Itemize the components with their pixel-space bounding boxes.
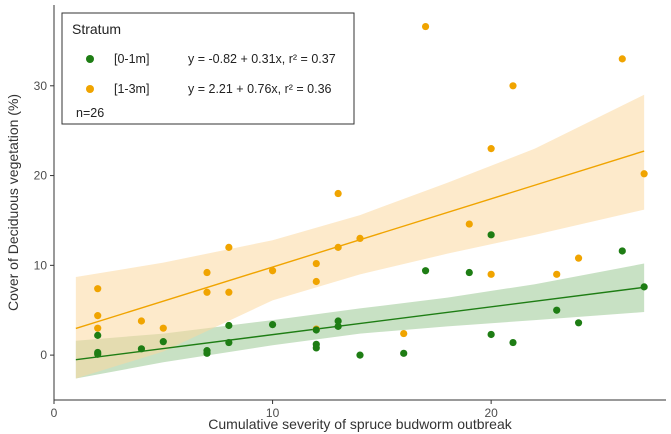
x-tick-label: 0 — [51, 406, 58, 420]
x-tick-label: 10 — [266, 406, 280, 420]
data-point-series-1 — [225, 243, 233, 251]
data-point-series-1 — [487, 145, 495, 153]
data-point-series-0 — [509, 338, 517, 347]
y-tick-label: 20 — [34, 169, 48, 183]
data-point-series-0 — [94, 331, 102, 339]
data-point-series-1 — [553, 270, 561, 278]
legend-label-series-0: [0-1m] — [114, 52, 149, 66]
legend-label-series-1: [1-3m] — [114, 82, 149, 96]
data-point-series-1 — [268, 267, 277, 275]
data-point-series-0 — [225, 321, 233, 330]
data-point-series-0 — [94, 348, 102, 357]
data-point-series-1 — [312, 259, 320, 268]
data-point-series-1 — [618, 55, 626, 63]
y-tick-label: 10 — [34, 258, 48, 272]
data-point-series-0 — [268, 320, 277, 329]
legend-equation-series-1: y = 2.21 + 0.76x, r² = 0.36 — [188, 82, 332, 96]
x-tick-label: 20 — [484, 406, 498, 420]
x-axis-title: Cumulative severity of spruce budworm ou… — [208, 416, 512, 432]
data-point-series-0 — [356, 351, 364, 359]
y-axis-ticks: 0 10 20 30 — [34, 79, 54, 362]
legend-box — [61, 12, 355, 125]
data-point-series-1 — [421, 22, 430, 31]
data-point-series-1 — [640, 170, 648, 178]
data-point-series-1 — [225, 288, 233, 296]
data-point-series-1 — [94, 324, 102, 332]
data-point-series-1 — [574, 254, 583, 262]
data-point-series-0 — [225, 338, 233, 347]
data-point-series-1 — [94, 312, 102, 320]
data-point-series-0 — [334, 322, 342, 330]
y-tick-label: 30 — [34, 79, 48, 93]
data-point-series-0 — [553, 306, 561, 314]
data-point-series-0 — [465, 268, 473, 277]
data-point-series-1 — [400, 329, 408, 338]
legend-sample-size: n=26 — [76, 106, 104, 120]
data-point-series-0 — [312, 326, 320, 334]
x-axis-ticks: 0 10 20 — [51, 400, 498, 420]
data-point-series-1 — [334, 243, 342, 251]
data-point-series-1 — [356, 234, 364, 243]
data-points — [94, 22, 648, 359]
legend-key-series-0 — [86, 55, 94, 63]
data-point-series-1 — [312, 277, 320, 286]
data-point-series-1 — [487, 270, 495, 278]
data-point-series-0 — [487, 231, 495, 239]
legend-key-series-1 — [86, 85, 94, 93]
data-point-series-0 — [334, 317, 342, 325]
data-point-series-0 — [159, 338, 167, 346]
data-point-series-0 — [312, 340, 320, 348]
y-axis-title: Cover of Deciduous vegetation (%) — [5, 94, 21, 311]
data-point-series-0 — [421, 267, 430, 275]
data-point-series-1 — [137, 317, 146, 325]
y-tick-label: 0 — [40, 348, 47, 362]
data-point-series-0 — [640, 283, 648, 291]
data-point-series-1 — [159, 324, 167, 332]
data-point-series-1 — [203, 288, 211, 296]
legend-title: Stratum — [72, 21, 121, 37]
data-point-series-1 — [465, 220, 473, 228]
data-point-series-1 — [203, 268, 211, 277]
data-point-series-1 — [509, 82, 517, 90]
data-point-series-0 — [574, 319, 583, 327]
legend: Stratum [0-1m] y = -0.82 + 0.31x, r² = 0… — [61, 12, 355, 125]
data-point-series-0 — [137, 345, 146, 353]
data-point-series-0 — [487, 330, 495, 339]
data-point-series-0 — [618, 247, 626, 255]
data-point-series-1 — [94, 285, 102, 293]
data-point-series-1 — [334, 189, 342, 198]
legend-equation-series-0: y = -0.82 + 0.31x, r² = 0.37 — [188, 52, 336, 66]
data-point-series-0 — [400, 349, 408, 357]
data-point-series-0 — [203, 347, 211, 355]
regression-line-series-0 — [75, 286, 645, 361]
confidence-band-series-0 — [75, 263, 645, 379]
